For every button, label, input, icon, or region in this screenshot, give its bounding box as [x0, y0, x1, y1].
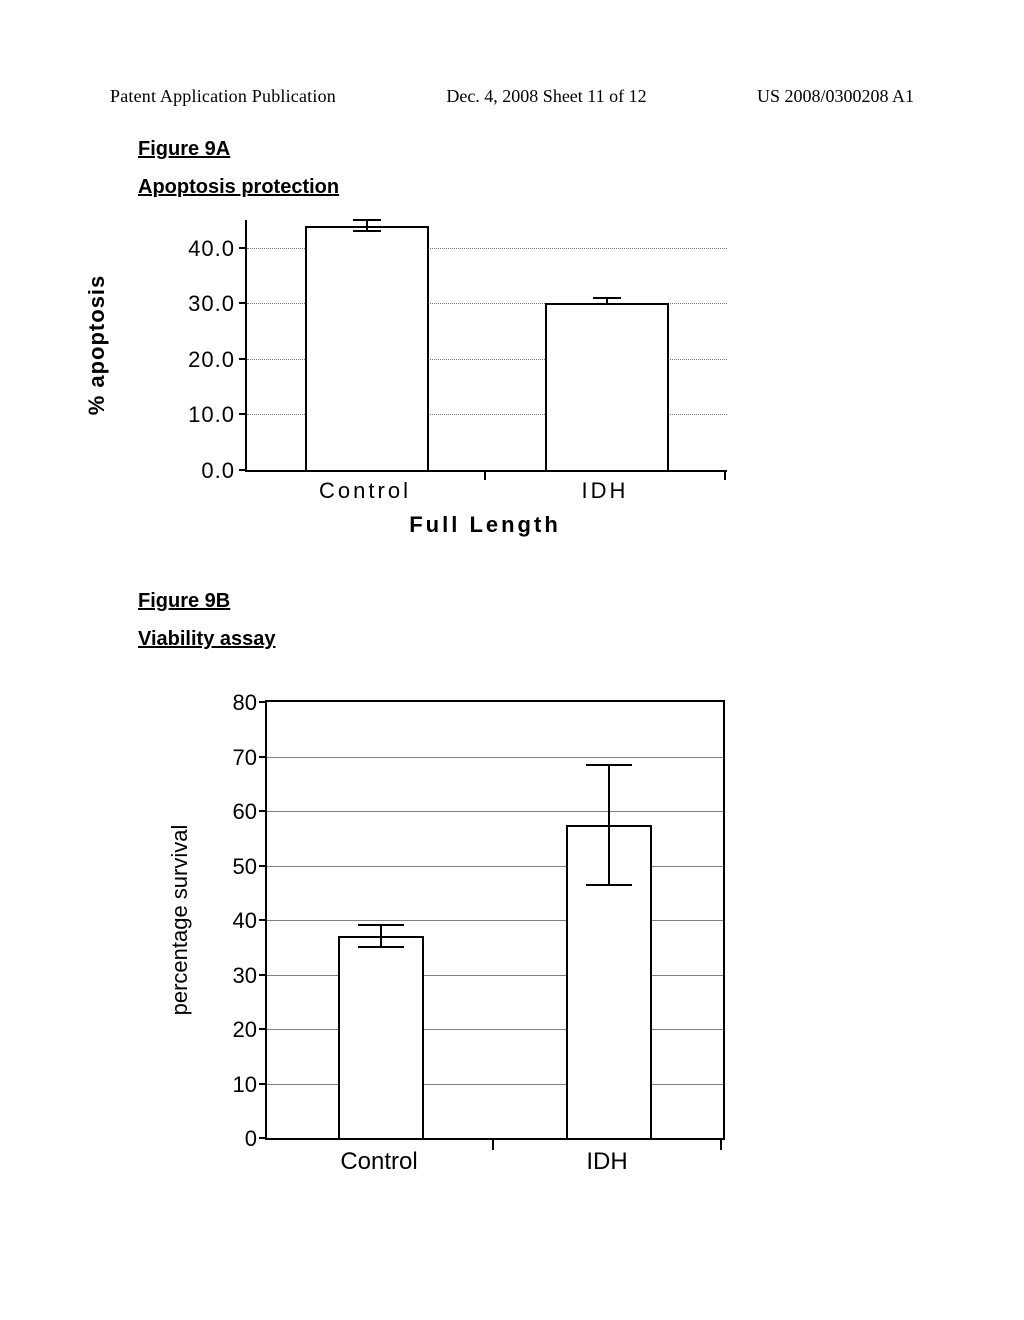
chartB-ytick-mark — [259, 701, 267, 703]
chartA-error-cap — [353, 230, 382, 232]
chartB-ytick-label: 0 — [212, 1126, 257, 1152]
chartA-plot: 0.010.020.030.040.0 — [245, 220, 727, 472]
chartB-error-stem — [380, 925, 382, 947]
chartB-ytick-label: 50 — [212, 854, 257, 880]
chartA-ytick-label: 10.0 — [165, 402, 235, 428]
chartB-ytick-mark — [259, 865, 267, 867]
chartA-ytick-mark — [239, 413, 247, 415]
chartB-ytick-mark — [259, 1137, 267, 1139]
chartA-ytick-label: 0.0 — [165, 458, 235, 484]
chartA-bar — [545, 303, 670, 470]
chartB-gridline — [267, 1084, 723, 1085]
chartB-ytick-label: 80 — [212, 690, 257, 716]
chartB-bar — [338, 936, 425, 1138]
page-header: Patent Application Publication Dec. 4, 2… — [110, 86, 914, 107]
chartA-bar — [305, 226, 430, 470]
chartB-gridline — [267, 920, 723, 921]
chartB-error-stem — [608, 765, 610, 885]
chartB-plot: 01020304050607080 — [265, 700, 725, 1140]
chartA-category-label: Control — [245, 478, 485, 504]
chartB-ytick-mark — [259, 974, 267, 976]
chartB-ylabel: percentage survival — [167, 825, 193, 1016]
chartA-ytick-label: 30.0 — [165, 291, 235, 317]
chartB-error-cap — [586, 884, 632, 886]
chartB-ytick-label: 10 — [212, 1072, 257, 1098]
chartB-gridline — [267, 1029, 723, 1030]
chart-apoptosis: % apoptosis 0.010.020.030.040.0 Full Len… — [115, 220, 725, 530]
chartA-ytick-mark — [239, 358, 247, 360]
chartA-ytick-mark — [239, 302, 247, 304]
chartB-ytick-mark — [259, 1028, 267, 1030]
chartB-gridline — [267, 975, 723, 976]
chartB-ytick-label: 40 — [212, 908, 257, 934]
chartA-category-label: IDH — [485, 478, 725, 504]
chartB-gridline — [267, 811, 723, 812]
header-left: Patent Application Publication — [110, 86, 336, 107]
chartA-ytick-mark — [239, 247, 247, 249]
chartB-error-cap — [358, 946, 404, 948]
chart-viability: percentage survival 01020304050607080 Co… — [185, 700, 795, 1230]
chartB-category-label: Control — [265, 1148, 493, 1176]
page: Patent Application Publication Dec. 4, 2… — [0, 0, 1024, 1320]
chartB-ytick-label: 20 — [212, 1017, 257, 1043]
chartA-error-cap — [353, 219, 382, 221]
chartB-gridline — [267, 757, 723, 758]
figure-9a-title: Apoptosis protection — [138, 176, 339, 199]
chartA-xlabel: Full Length — [245, 512, 725, 538]
chartB-ytick-mark — [259, 810, 267, 812]
chartA-ytick-label: 20.0 — [165, 347, 235, 373]
figure-9b-label: Figure 9B — [138, 590, 230, 613]
chartA-ytick-mark — [239, 469, 247, 471]
chartB-error-cap — [586, 764, 632, 766]
chartB-ytick-label: 70 — [212, 745, 257, 771]
chartB-error-cap — [358, 924, 404, 926]
header-center: Dec. 4, 2008 Sheet 11 of 12 — [446, 86, 646, 107]
chartB-ytick-mark — [259, 1083, 267, 1085]
chartB-gridline — [267, 866, 723, 867]
chartB-ytick-mark — [259, 756, 267, 758]
figure-9b-title: Viability assay — [138, 628, 276, 651]
header-right: US 2008/0300208 A1 — [757, 86, 914, 107]
chartA-ylabel: % apoptosis — [84, 275, 110, 416]
chartB-ytick-label: 30 — [212, 963, 257, 989]
chartA-ytick-label: 40.0 — [165, 236, 235, 262]
chartB-category-label: IDH — [493, 1148, 721, 1176]
chartB-ytick-label: 60 — [212, 799, 257, 825]
figure-9a-label: Figure 9A — [138, 138, 230, 161]
chartB-ytick-mark — [259, 919, 267, 921]
chartA-error-cap — [593, 297, 622, 299]
